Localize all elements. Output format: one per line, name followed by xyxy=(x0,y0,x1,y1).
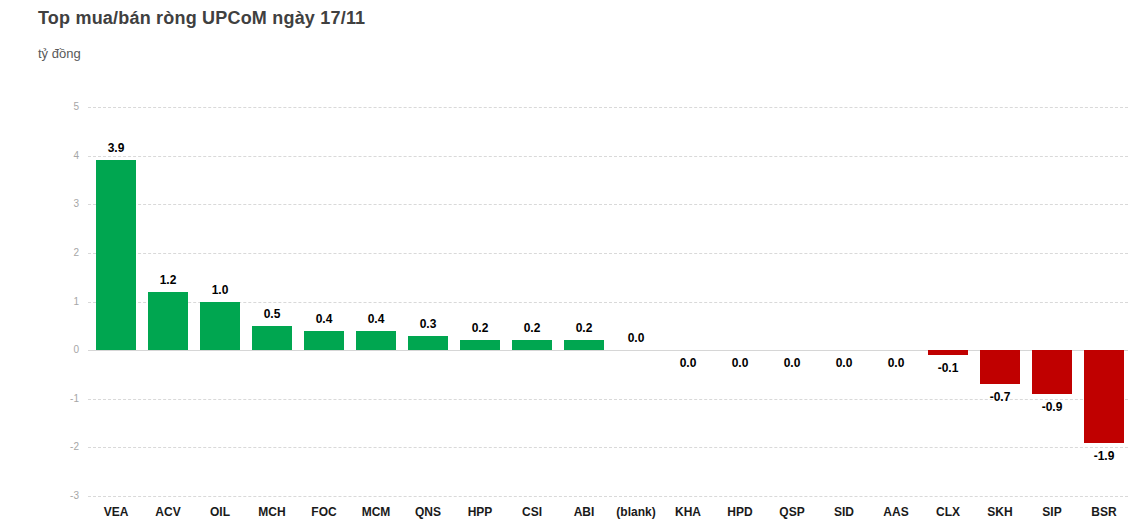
bar-value-label: 1.2 xyxy=(142,272,194,288)
bar xyxy=(356,331,396,350)
y-tick-label: -2 xyxy=(49,440,79,454)
bar xyxy=(408,336,448,351)
category-label: OIL xyxy=(194,505,246,520)
gridline xyxy=(88,253,1128,254)
chart-title: Top mua/bán ròng UPCoM ngày 17/11 xyxy=(38,8,365,29)
bar-value-label: 0.2 xyxy=(558,320,610,336)
category-label: FOC xyxy=(298,505,350,520)
bar-value-label: -1.9 xyxy=(1078,448,1130,464)
bar xyxy=(96,160,136,350)
category-label: CSI xyxy=(506,505,558,520)
bar-value-label: 0.0 xyxy=(714,355,766,371)
bar xyxy=(304,331,344,350)
category-label: SID xyxy=(818,505,870,520)
bar xyxy=(460,340,500,350)
category-label: ABI xyxy=(558,505,610,520)
chart-canvas: Top mua/bán ròng UPCoM ngày 17/11 tỷ đồn… xyxy=(0,0,1131,523)
bar-value-label: 0.4 xyxy=(298,311,350,327)
y-tick-label: 3 xyxy=(49,197,79,211)
y-tick-label: 0 xyxy=(49,343,79,357)
bar xyxy=(252,326,292,350)
category-label: ACV xyxy=(142,505,194,520)
plot-area: 543210-1-2-33.9VEA1.2ACV1.0OIL0.5MCH0.4F… xyxy=(88,107,1128,496)
bar xyxy=(148,292,188,350)
category-label: SKH xyxy=(974,505,1026,520)
y-tick-label: -3 xyxy=(49,489,79,503)
y-tick-label: 2 xyxy=(49,246,79,260)
y-tick-label: -1 xyxy=(49,392,79,406)
category-label: QNS xyxy=(402,505,454,520)
bar-value-label: 0.2 xyxy=(506,320,558,336)
chart-unit-label: tỷ đồng xyxy=(38,46,81,61)
bar-value-label: -0.1 xyxy=(922,360,974,376)
category-label: QSP xyxy=(766,505,818,520)
category-label: HPD xyxy=(714,505,766,520)
gridline xyxy=(88,107,1128,108)
category-label: AAS xyxy=(870,505,922,520)
bar xyxy=(980,350,1020,384)
category-label: BSR xyxy=(1078,505,1130,520)
bar-value-label: 0.3 xyxy=(402,316,454,332)
category-label: MCH xyxy=(246,505,298,520)
bar-value-label: 0.0 xyxy=(662,355,714,371)
category-label: VEA xyxy=(90,505,142,520)
bar xyxy=(512,340,552,350)
bar-value-label: 0.0 xyxy=(766,355,818,371)
gridline xyxy=(88,204,1128,205)
category-label: SIP xyxy=(1026,505,1078,520)
category-label: MCM xyxy=(350,505,402,520)
y-tick-label: 5 xyxy=(49,100,79,114)
bar-value-label: 0.0 xyxy=(610,330,662,346)
bar-value-label: 1.0 xyxy=(194,282,246,298)
bar-value-label: -0.9 xyxy=(1026,399,1078,415)
gridline xyxy=(88,496,1128,497)
bar xyxy=(564,340,604,350)
bar xyxy=(200,302,240,351)
bar-value-label: 3.9 xyxy=(90,140,142,156)
gridline xyxy=(88,350,1128,351)
gridline xyxy=(88,399,1128,400)
bar xyxy=(928,350,968,355)
bar-value-label: 0.4 xyxy=(350,311,402,327)
bar-value-label: -0.7 xyxy=(974,389,1026,405)
y-tick-label: 1 xyxy=(49,295,79,309)
gridline xyxy=(88,156,1128,157)
category-label: KHA xyxy=(662,505,714,520)
bar-value-label: 0.0 xyxy=(818,355,870,371)
category-label: HPP xyxy=(454,505,506,520)
category-label: (blank) xyxy=(610,505,662,520)
bar-value-label: 0.0 xyxy=(870,355,922,371)
category-label: CLX xyxy=(922,505,974,520)
gridline xyxy=(88,447,1128,448)
bar xyxy=(1084,350,1124,442)
gridline xyxy=(88,302,1128,303)
y-tick-label: 4 xyxy=(49,149,79,163)
bar xyxy=(1032,350,1072,394)
bar-value-label: 0.2 xyxy=(454,320,506,336)
bar-value-label: 0.5 xyxy=(246,306,298,322)
